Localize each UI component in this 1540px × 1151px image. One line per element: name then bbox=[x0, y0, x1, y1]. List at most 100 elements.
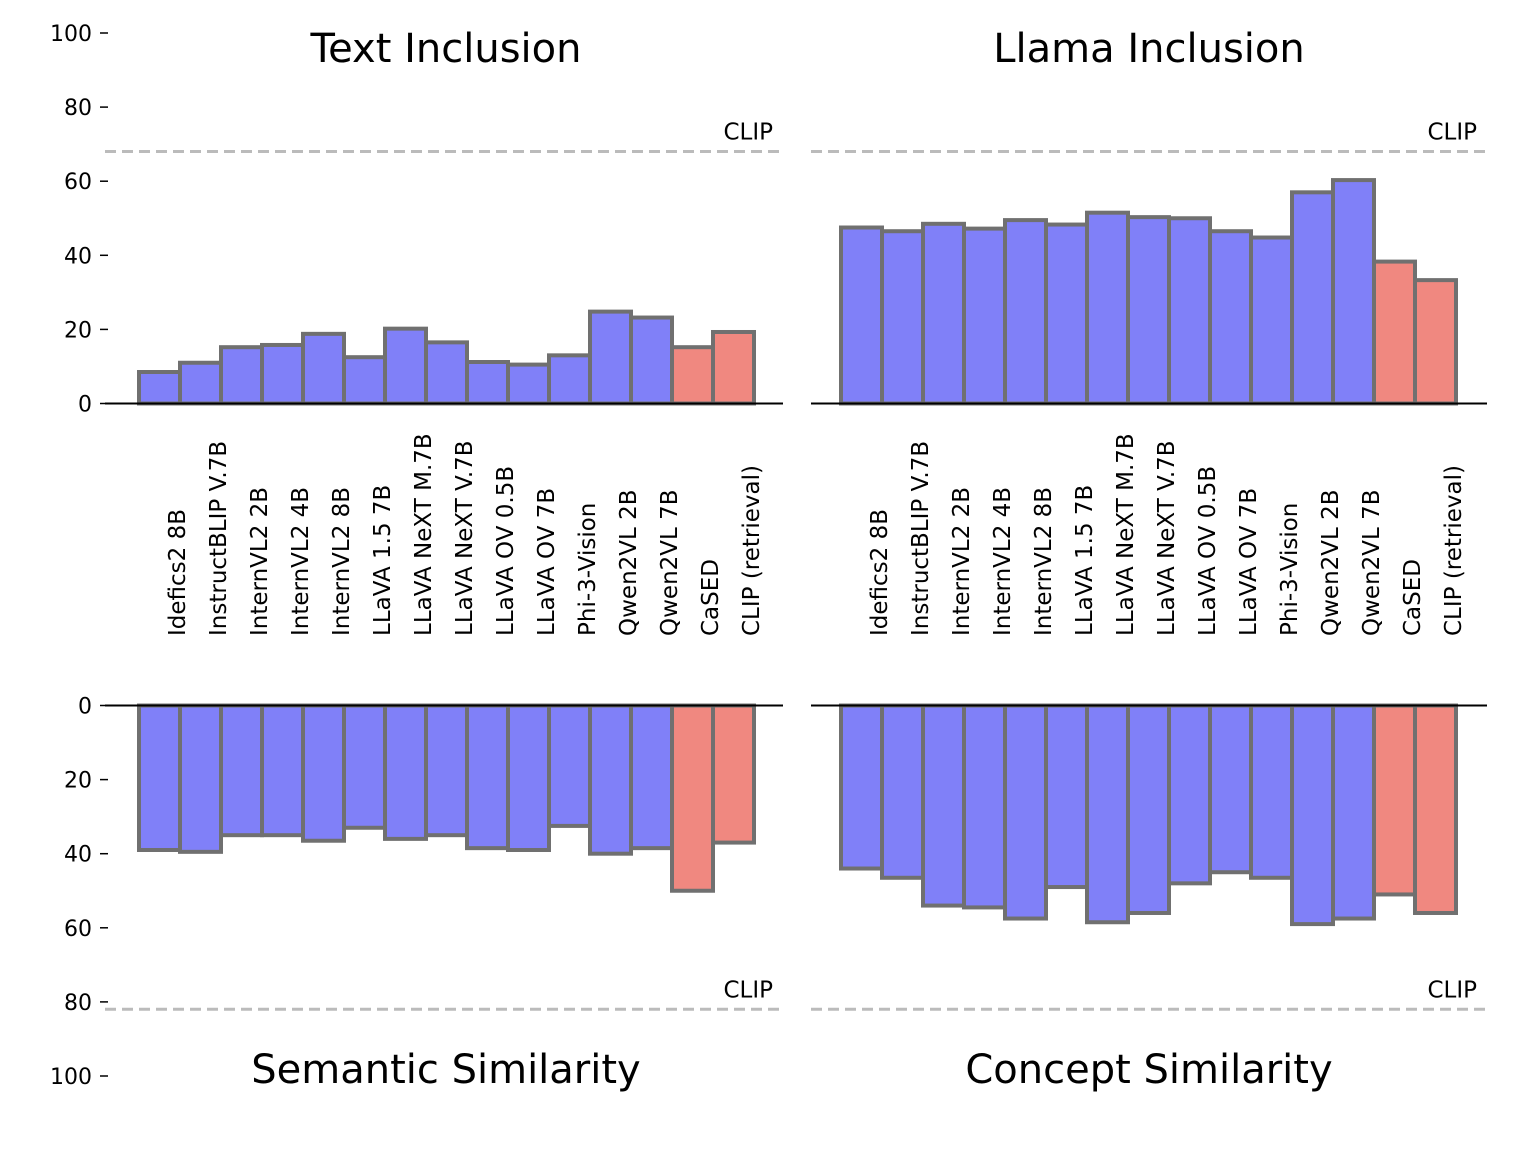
y-tick-label-top: 80 bbox=[64, 96, 92, 121]
bar bbox=[1085, 210, 1130, 406]
category-label: Phi-3-Vision bbox=[575, 503, 601, 636]
bar bbox=[260, 703, 305, 838]
category-label: LLaVA OV 7B bbox=[1236, 488, 1262, 636]
category-label: CLIP (retrieval) bbox=[1441, 465, 1467, 636]
category-label: InstructBLIP V.7B bbox=[206, 441, 232, 636]
bar bbox=[342, 703, 387, 830]
bar bbox=[962, 703, 1007, 910]
bar bbox=[711, 703, 756, 845]
bar bbox=[1413, 703, 1458, 915]
y-tick-label-bottom: 80 bbox=[64, 991, 92, 1016]
category-label: Qwen2VL 7B bbox=[1359, 489, 1385, 636]
bar bbox=[1331, 703, 1376, 921]
bar bbox=[547, 703, 592, 828]
bar bbox=[1044, 222, 1089, 406]
category-label: LLaVA NeXT V.7B bbox=[1154, 440, 1180, 636]
bar bbox=[670, 703, 715, 893]
bar bbox=[1126, 703, 1171, 915]
panel-title: Semantic Similarity bbox=[251, 1047, 640, 1093]
bar bbox=[1003, 703, 1048, 921]
panel-title: Llama Inclusion bbox=[993, 26, 1304, 72]
bar bbox=[629, 703, 674, 851]
bar bbox=[629, 315, 674, 406]
bar bbox=[1413, 278, 1458, 406]
bar bbox=[178, 360, 223, 406]
y-tick-label-bottom: 100 bbox=[50, 1065, 92, 1090]
category-label: LLaVA OV 0.5B bbox=[1195, 466, 1221, 636]
category-label: InternVL2 2B bbox=[247, 487, 273, 636]
clip-reference-label: CLIP bbox=[723, 120, 773, 146]
clip-reference-label: CLIP bbox=[1427, 977, 1477, 1003]
clip-reference-label: CLIP bbox=[723, 977, 773, 1003]
panel-title: Text Inclusion bbox=[310, 26, 582, 72]
bar bbox=[301, 331, 346, 406]
category-label: LLaVA NeXT M.7B bbox=[1113, 433, 1139, 636]
y-tick-label-bottom: 60 bbox=[64, 917, 92, 942]
category-label: CLIP (retrieval) bbox=[739, 465, 765, 636]
bar bbox=[424, 703, 469, 838]
category-label: InstructBLIP V.7B bbox=[908, 441, 934, 636]
bar bbox=[465, 360, 510, 406]
bar bbox=[1372, 259, 1417, 406]
category-label: LLaVA OV 7B bbox=[534, 488, 560, 636]
category-label: Phi-3-Vision bbox=[1277, 503, 1303, 636]
category-label: InternVL2 2B bbox=[949, 487, 975, 636]
category-label: LLaVA NeXT V.7B bbox=[452, 440, 478, 636]
bar bbox=[962, 226, 1007, 406]
category-label: LLaVA 1.5 7B bbox=[370, 485, 396, 636]
bar bbox=[1167, 703, 1212, 886]
y-tick-label-top: 20 bbox=[64, 318, 92, 343]
bar bbox=[547, 353, 592, 406]
y-tick-label-top: 60 bbox=[64, 170, 92, 195]
bar bbox=[1085, 703, 1130, 925]
bar bbox=[465, 703, 510, 851]
y-tick-label-bottom: 0 bbox=[78, 695, 92, 720]
bar bbox=[839, 703, 884, 871]
bar bbox=[383, 703, 428, 841]
bar bbox=[137, 703, 182, 852]
bar bbox=[670, 345, 715, 406]
bar bbox=[424, 340, 469, 406]
bar bbox=[1003, 218, 1048, 406]
bar bbox=[1126, 215, 1171, 406]
category-label: InternVL2 8B bbox=[329, 487, 355, 636]
bar bbox=[880, 229, 925, 406]
bar bbox=[1249, 703, 1294, 880]
bar bbox=[880, 703, 925, 880]
bar bbox=[260, 342, 305, 406]
y-tick-label-bottom: 20 bbox=[64, 769, 92, 794]
category-label: CaSED bbox=[1400, 559, 1426, 636]
clip-reference-label: CLIP bbox=[1427, 120, 1477, 146]
bar bbox=[1290, 703, 1335, 927]
bar bbox=[1208, 229, 1253, 406]
bar bbox=[1167, 216, 1212, 406]
category-label: Qwen2VL 2B bbox=[616, 489, 642, 636]
bar bbox=[711, 329, 756, 406]
bar bbox=[1208, 703, 1253, 875]
bar bbox=[1249, 235, 1294, 406]
bar bbox=[219, 345, 264, 406]
bar bbox=[137, 370, 182, 406]
category-label: InternVL2 4B bbox=[990, 487, 1016, 636]
category-label: InternVL2 4B bbox=[288, 487, 314, 636]
category-label: Qwen2VL 7B bbox=[657, 489, 683, 636]
category-label: LLaVA NeXT M.7B bbox=[411, 433, 437, 636]
category-label: Idefics2 8B bbox=[867, 509, 893, 636]
category-label: LLaVA OV 0.5B bbox=[493, 466, 519, 636]
bar bbox=[839, 225, 884, 406]
bar bbox=[921, 221, 966, 406]
y-tick-label-top: 40 bbox=[64, 244, 92, 269]
y-tick-label-bottom: 40 bbox=[64, 843, 92, 868]
y-tick-label-top: 100 bbox=[50, 22, 92, 47]
bar bbox=[1044, 703, 1089, 890]
bar bbox=[1372, 703, 1417, 897]
bar bbox=[383, 326, 428, 406]
category-label: CaSED bbox=[698, 559, 724, 636]
bar bbox=[921, 703, 966, 908]
bar bbox=[1331, 178, 1376, 406]
bar bbox=[178, 703, 223, 854]
category-label: Qwen2VL 2B bbox=[1318, 489, 1344, 636]
bar bbox=[342, 355, 387, 406]
bar bbox=[588, 703, 633, 856]
